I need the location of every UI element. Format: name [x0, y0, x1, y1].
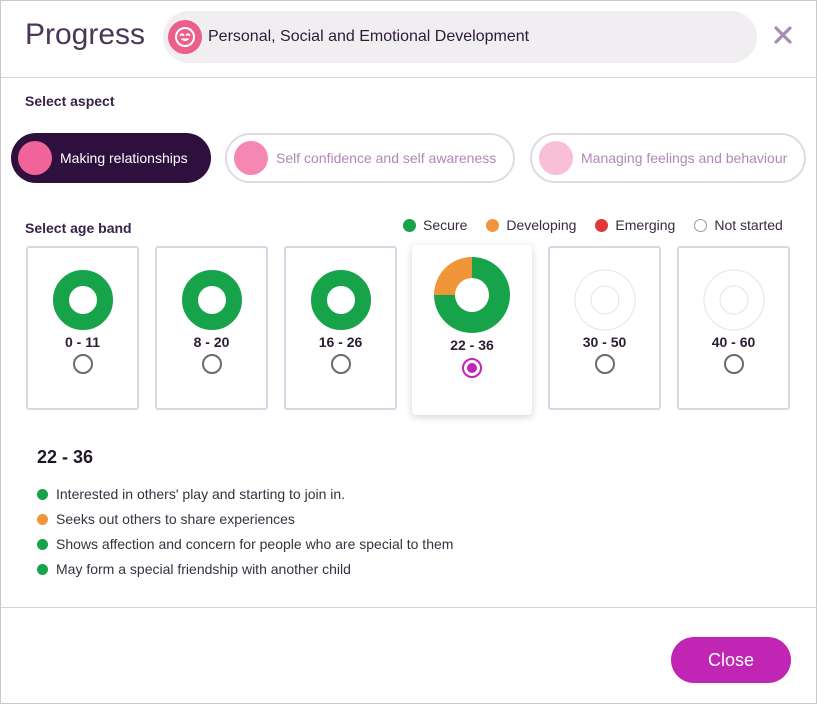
age-band-radio[interactable]: [462, 358, 482, 378]
age-band-radio[interactable]: [723, 354, 744, 374]
close-button[interactable]: Close: [671, 637, 791, 683]
smiley-face-icon: [168, 20, 202, 54]
age-band-card[interactable]: 40 - 60: [677, 246, 790, 410]
statement-text: Shows affection and concern for people w…: [56, 536, 454, 552]
donut-segment-secure: [434, 257, 510, 333]
aspect-label: Self confidence and self awareness: [276, 150, 497, 166]
age-band-label: 22 - 36: [450, 337, 494, 353]
legend-item-not-started: Not started: [694, 217, 783, 233]
detail-title: 22 - 36: [37, 447, 94, 467]
age-band-card[interactable]: 16 - 26: [284, 246, 397, 410]
legend-dot-icon: [595, 218, 609, 232]
legend-label: Not started: [714, 217, 783, 233]
age-band-label: 30 - 50: [582, 334, 627, 350]
progress-donut: [434, 257, 510, 333]
status-dot-icon: [37, 513, 48, 525]
legend-label: Emerging: [615, 217, 676, 233]
statement-text: Interested in others' play and starting …: [56, 486, 346, 502]
age-band-label: 8 - 20: [193, 334, 230, 350]
aspect-label: Making relationships: [60, 150, 188, 166]
progress-donut: [703, 269, 764, 331]
statement-item: Seeks out others to share experiences: [37, 511, 295, 527]
progress-donut: [181, 270, 242, 330]
aspect-self-confidence[interactable]: Self confidence and self awareness: [225, 133, 515, 183]
age-band-radio[interactable]: [72, 354, 93, 374]
area-label: Personal, Social and Emotional Developme…: [208, 28, 530, 45]
progress-donut: [52, 270, 113, 330]
status-dot-icon: [37, 488, 48, 500]
age-band-radio[interactable]: [201, 354, 222, 374]
aspect-dot-icon: [539, 141, 573, 175]
aspect-managing-feelings[interactable]: Managing feelings and behaviour: [530, 133, 806, 183]
age-band-card[interactable]: 0 - 11: [26, 246, 139, 410]
legend-label: Secure: [423, 217, 468, 233]
legend-dot-icon: [694, 218, 708, 232]
donut-segment-secure: [310, 270, 371, 330]
statement-item: May form a special friendship with anoth…: [37, 561, 351, 577]
age-band-label: 0 - 11: [64, 334, 101, 350]
legend-label: Developing: [506, 217, 577, 233]
donut-empty-inner: [590, 285, 619, 315]
age-band-radio[interactable]: [594, 354, 615, 374]
legend-item-secure: Secure: [403, 217, 467, 233]
dialog-title: Progress: [25, 18, 146, 51]
legend-dot-icon: [486, 218, 500, 232]
age-band-card[interactable]: 30 - 50: [548, 246, 661, 410]
legend-item-emerging: Emerging: [595, 217, 675, 233]
statement-item: Shows affection and concern for people w…: [37, 536, 453, 552]
aspect-making-relationships[interactable]: Making relationships: [11, 133, 211, 183]
donut-segment-secure: [181, 270, 242, 330]
aspect-dot-icon: [234, 141, 268, 175]
statement-text: Seeks out others to share experiences: [56, 511, 295, 527]
age-band-card[interactable]: 8 - 20: [155, 246, 268, 410]
footer-divider: [1, 607, 817, 608]
status-dot-icon: [37, 538, 48, 550]
header-divider: [1, 77, 817, 78]
status-dot-icon: [37, 563, 48, 575]
aspect-label: Managing feelings and behaviour: [581, 150, 788, 166]
legend-dot-icon: [403, 218, 416, 232]
select-age-band-label: Select age band: [25, 220, 132, 236]
progress-donut: [574, 269, 635, 331]
donut-segment-developing: [434, 257, 472, 295]
statement-item: Interested in others' play and starting …: [37, 486, 345, 502]
age-band-radio[interactable]: [330, 354, 351, 374]
statement-text: May form a special friendship with anoth…: [56, 561, 351, 577]
area-selector[interactable]: Personal, Social and Emotional Developme…: [163, 11, 757, 63]
aspect-dot-icon: [18, 141, 52, 175]
age-band-label: 40 - 60: [711, 334, 756, 350]
age-band-card[interactable]: 22 - 36: [412, 245, 532, 415]
donut-segment-secure: [52, 270, 113, 330]
age-band-label: 16 - 26: [318, 334, 363, 350]
select-aspect-label: Select aspect: [25, 93, 115, 109]
close-icon[interactable]: [769, 21, 797, 49]
progress-donut: [310, 270, 371, 330]
status-legend: Secure Developing Emerging Not started: [403, 217, 783, 233]
legend-item-developing: Developing: [486, 217, 576, 233]
donut-empty-inner: [719, 285, 748, 315]
